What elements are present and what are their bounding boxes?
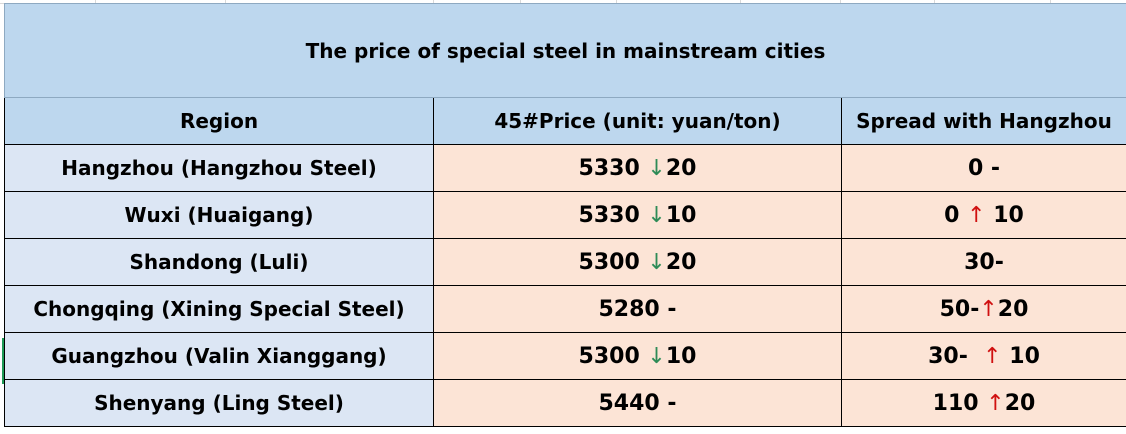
table-row: Shandong (Luli) 5300 ↓20 30-	[4, 238, 1126, 286]
price-cell[interactable]: 5300 ↓10	[433, 332, 842, 380]
price-change: 10	[665, 343, 697, 369]
table-title[interactable]: The price of special steel in mainstream…	[4, 3, 1126, 98]
region-cell[interactable]: Guangzhou (Valin Xianggang)	[4, 332, 434, 380]
column-divider	[433, 0, 434, 3]
spread-value: 110	[932, 390, 987, 416]
spread-value: 50-	[939, 296, 980, 322]
column-divider	[1050, 0, 1051, 3]
down-arrow-icon: ↓	[647, 343, 666, 369]
spread-change: 10	[1001, 343, 1040, 369]
up-arrow-icon: ↑	[979, 296, 998, 322]
up-arrow-icon: ↑	[986, 390, 1005, 416]
spread-value: 30-	[928, 343, 984, 369]
table-row: Chongqing (Xining Special Steel) 5280 - …	[4, 285, 1126, 333]
column-divider	[520, 0, 521, 3]
spread-cell[interactable]: 30- ↑ 10	[841, 332, 1126, 380]
region-cell[interactable]: Shenyang (Ling Steel)	[4, 379, 434, 427]
price-change: 20	[665, 155, 697, 181]
price-cell[interactable]: 5300 ↓20	[433, 238, 842, 286]
header-region[interactable]: Region	[4, 97, 434, 145]
price-change: 20	[665, 249, 697, 275]
down-arrow-icon: ↓	[647, 202, 666, 228]
region-cell[interactable]: Wuxi (Huaigang)	[4, 191, 434, 239]
price-value: 5330	[578, 155, 640, 181]
table-row: Hangzhou (Hangzhou Steel) 5330 ↓20 0 -	[4, 144, 1126, 192]
spread-cell[interactable]: 110 ↑20	[841, 379, 1126, 427]
table-row: Shenyang (Ling Steel) 5440 - 110 ↑20	[4, 379, 1126, 427]
column-divider	[934, 0, 935, 3]
price-cell[interactable]: 5440 -	[433, 379, 842, 427]
spread-change: 20	[1004, 390, 1036, 416]
price-cell[interactable]: 5280 -	[433, 285, 842, 333]
price-table: The price of special steel in mainstream…	[4, 3, 1126, 427]
column-divider	[740, 0, 741, 3]
price-value: 5300	[578, 343, 640, 369]
spread-cell[interactable]: 30-	[841, 238, 1126, 286]
spread-cell[interactable]: 50-↑20	[841, 285, 1126, 333]
price-cell[interactable]: 5330 ↓20	[433, 144, 842, 192]
spread-change: 10	[985, 202, 1024, 228]
spread-value: 30-	[964, 249, 1004, 275]
column-divider	[95, 0, 96, 3]
title-row: The price of special steel in mainstream…	[4, 3, 1126, 98]
region-cell[interactable]: Shandong (Luli)	[4, 238, 434, 286]
spread-change: 20	[997, 296, 1029, 322]
spread-value: 0	[944, 202, 968, 228]
spread-cell[interactable]: 0 ↑ 10	[841, 191, 1126, 239]
up-arrow-icon: ↑	[967, 202, 986, 228]
price-value: 5440 -	[598, 390, 677, 416]
header-spread[interactable]: Spread with Hangzhou	[841, 97, 1126, 145]
price-value: 5280 -	[598, 296, 677, 322]
region-cell[interactable]: Chongqing (Xining Special Steel)	[4, 285, 434, 333]
spread-cell[interactable]: 0 -	[841, 144, 1126, 192]
up-arrow-icon: ↑	[983, 343, 1002, 369]
column-divider	[616, 0, 617, 3]
table-row: Wuxi (Huaigang) 5330 ↓10 0 ↑ 10	[4, 191, 1126, 239]
price-value: 5330	[578, 202, 640, 228]
column-divider	[840, 0, 841, 3]
price-change: 10	[665, 202, 697, 228]
region-cell[interactable]: Hangzhou (Hangzhou Steel)	[4, 144, 434, 192]
down-arrow-icon: ↓	[647, 155, 666, 181]
price-value: 5300	[578, 249, 640, 275]
down-arrow-icon: ↓	[647, 249, 666, 275]
price-cell[interactable]: 5330 ↓10	[433, 191, 842, 239]
selection-marker	[2, 338, 4, 384]
spread-value: 0 -	[967, 155, 1001, 181]
column-divider	[225, 0, 226, 3]
header-row: Region 45#Price (unit: yuan/ton) Spread …	[4, 97, 1126, 145]
table-row: Guangzhou (Valin Xianggang) 5300 ↓10 30-…	[4, 332, 1126, 380]
header-price[interactable]: 45#Price (unit: yuan/ton)	[433, 97, 842, 145]
